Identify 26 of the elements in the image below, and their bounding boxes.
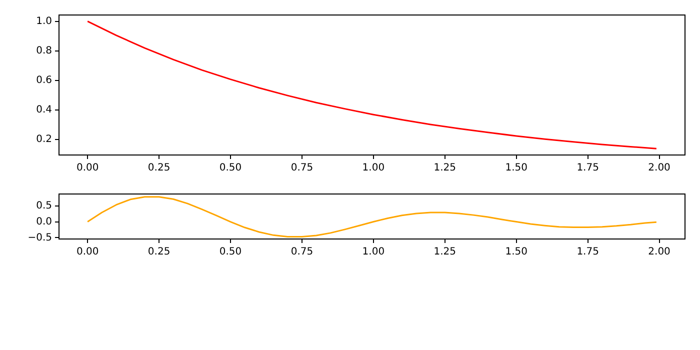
x-tick-label: 1.75	[576, 162, 599, 174]
y-tick-label: −0.5	[28, 232, 52, 244]
x-tick-label: 1.25	[434, 162, 456, 174]
x-tick-label: 0.00	[76, 246, 99, 258]
y-tick-label: 0.0	[36, 216, 52, 228]
x-tick-label: 1.50	[505, 246, 528, 258]
x-tick-label: 0.75	[290, 246, 314, 258]
x-tick-label: 0.25	[148, 246, 170, 258]
x-tick-label: 1.00	[362, 246, 385, 258]
x-tick-label: 1.75	[576, 246, 599, 258]
y-tick-label: 0.6	[36, 74, 52, 86]
y-tick-label: 0.8	[36, 45, 52, 56]
x-tick-label: 0.75	[290, 162, 314, 174]
x-tick-label: 2.00	[648, 246, 670, 258]
x-tick-label: 0.50	[219, 246, 242, 258]
x-tick-label: 0.50	[219, 162, 242, 174]
x-tick-label: 0.00	[76, 162, 99, 174]
x-tick-label: 1.50	[505, 162, 528, 174]
x-tick-label: 0.25	[148, 162, 170, 174]
x-tick-label: 1.00	[362, 162, 385, 174]
x-tick-label: 1.25	[434, 246, 456, 258]
y-tick-label: 1.0	[36, 16, 52, 27]
x-tick-label: 2.00	[648, 162, 670, 174]
y-tick-label: 0.4	[36, 104, 52, 116]
y-tick-label: 0.5	[36, 200, 52, 212]
y-tick-label: 0.2	[36, 134, 52, 145]
